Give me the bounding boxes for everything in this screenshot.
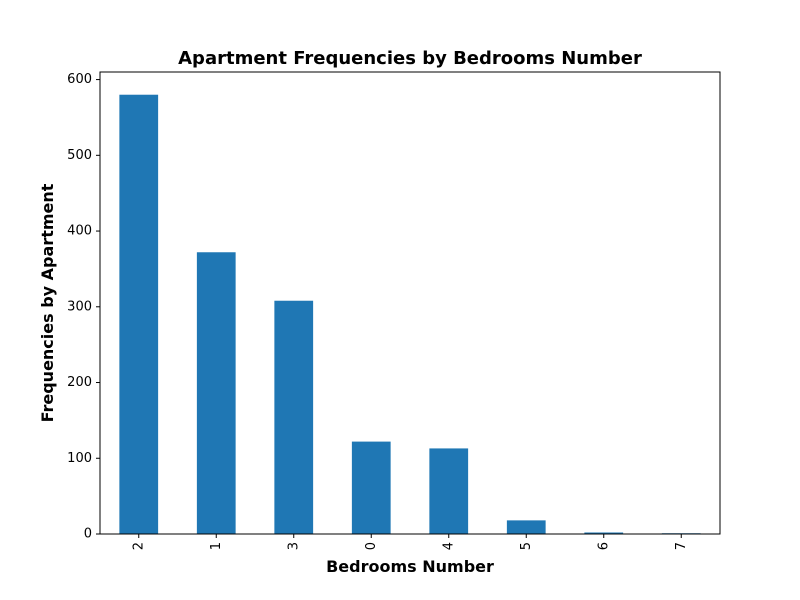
x-tick-label: 2: [131, 542, 146, 550]
x-axis-label: Bedrooms Number: [326, 557, 494, 576]
bar-2: [119, 94, 159, 534]
x-tick-label: 6: [596, 542, 611, 550]
y-axis-ticks: 0 100 200 300 400 500 600: [67, 72, 100, 542]
x-tick-label: 4: [441, 542, 456, 550]
y-axis-label: Frequencies by Apartment: [38, 183, 57, 422]
x-tick-label: 0: [364, 542, 379, 550]
x-axis-ticks: 2 1 3 0 4 5 6 7: [131, 534, 689, 550]
x-tick-label: 3: [286, 542, 301, 550]
y-tick-label: 600: [67, 72, 92, 87]
bar-1: [196, 252, 236, 534]
x-tick-label: 7: [674, 542, 689, 550]
bars-layer: [119, 94, 701, 534]
y-tick-label: 0: [84, 527, 92, 542]
bar-5: [506, 520, 546, 534]
y-tick-label: 100: [67, 451, 92, 466]
chart-title: Apartment Frequencies by Bedrooms Number: [178, 48, 642, 69]
bar-0: [351, 441, 391, 534]
y-tick-label: 300: [67, 299, 92, 314]
bar-6: [584, 532, 624, 534]
x-tick-label: 5: [519, 542, 534, 550]
y-tick-label: 400: [67, 224, 92, 239]
y-tick-label: 500: [67, 148, 92, 163]
plot-frame: [99, 71, 721, 535]
bar-4: [429, 448, 469, 534]
y-tick-label: 200: [67, 375, 92, 390]
x-tick-label: 1: [209, 542, 224, 550]
bar-3: [274, 300, 314, 534]
